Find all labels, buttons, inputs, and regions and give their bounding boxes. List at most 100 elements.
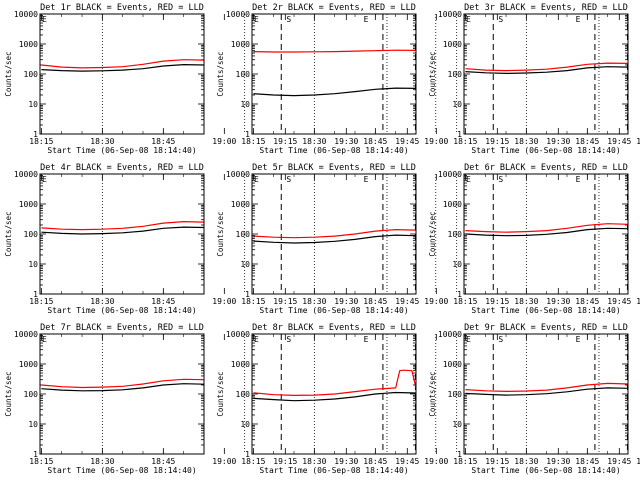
x-tick-label: 18:30	[302, 297, 326, 306]
annotation-label: E	[576, 335, 581, 344]
annotation-label: E	[42, 335, 47, 344]
annotation-label: E	[364, 335, 369, 344]
chart-panel-3: Det 3r BLACK = Events, RED = LLD11010010…	[428, 3, 640, 155]
annotation-label: E	[364, 15, 369, 24]
y-tick-label: 1000	[443, 40, 462, 49]
chart-title: Det 1r BLACK = Events, RED = LLD	[40, 3, 204, 13]
y-axis-label: Counts/sec	[4, 371, 13, 416]
y-axis-label: Counts/sec	[4, 51, 13, 96]
x-tick-label: 18:30	[90, 297, 114, 306]
x-tick-label: 18:45	[151, 457, 175, 466]
x-tick-label: 19:30	[546, 457, 570, 466]
y-tick-label: 1000	[231, 200, 250, 209]
annotation-label: S	[286, 175, 291, 184]
x-tick-label: 19:30	[334, 297, 358, 306]
series-group	[465, 334, 640, 395]
x-tick-label: 19:30	[334, 137, 358, 146]
x-tick-label: 19:00	[424, 457, 448, 466]
x-tick-label: 19:00	[212, 457, 236, 466]
annotation-label: S	[498, 15, 503, 24]
chart-title: Det 5r BLACK = Events, RED = LLD	[252, 163, 416, 173]
x-tick-label: 18:30	[302, 457, 326, 466]
x-tick-label: 19:15	[273, 297, 297, 306]
x-tick-label: 19:45	[607, 137, 631, 146]
y-tick-label: 10000	[226, 10, 250, 19]
x-tick-label: 18:45	[575, 137, 599, 146]
lld-series-line	[506, 334, 640, 383]
x-tick-label: 18:45	[363, 457, 387, 466]
x-axis-label: Start Time (06-Sep-08 18:14:40)	[471, 146, 620, 155]
x-tick-label: 19:45	[607, 457, 631, 466]
chart-title: Det 2r BLACK = Events, RED = LLD	[252, 3, 416, 13]
annotation-label: E	[254, 175, 259, 184]
y-tick-label: 1000	[443, 200, 462, 209]
y-axis-label: Counts/sec	[4, 211, 13, 256]
y-tick-label: 10	[28, 420, 38, 429]
y-axis-label: Counts/sec	[428, 371, 437, 416]
lld-series-line	[465, 174, 640, 232]
x-tick-label: 18:30	[90, 137, 114, 146]
x-tick-label: 18:45	[151, 137, 175, 146]
chart-title: Det 9r BLACK = Events, RED = LLD	[464, 323, 628, 333]
plot-frame	[252, 174, 416, 294]
series-group	[253, 334, 640, 433]
x-tick-label: 18:15	[29, 297, 53, 306]
x-tick-label: 19:15	[485, 137, 509, 146]
x-tick-label: 19:15	[273, 457, 297, 466]
y-tick-label: 100	[236, 70, 251, 79]
x-axis-label: Start Time (06-Sep-08 18:14:40)	[471, 466, 620, 475]
y-tick-label: 10	[240, 100, 250, 109]
y-tick-label: 100	[448, 230, 463, 239]
y-tick-label: 100	[236, 230, 251, 239]
annotation-label: S	[286, 335, 291, 344]
x-tick-label: 18:30	[514, 137, 538, 146]
chart-panel-6: Det 6r BLACK = Events, RED = LLD11010010…	[428, 163, 640, 315]
y-tick-label: 10	[452, 100, 462, 109]
annotation-label: S	[286, 15, 291, 24]
y-tick-label: 10000	[14, 10, 38, 19]
lld-series-line	[506, 14, 640, 52]
annotation-label: E	[466, 15, 471, 24]
annotation-label: E	[466, 175, 471, 184]
plot-frame	[252, 14, 416, 134]
y-axis-label: Counts/sec	[428, 211, 437, 256]
x-tick-label: 19:00	[212, 137, 236, 146]
y-axis-label: Counts/sec	[428, 51, 437, 96]
lld-series-line	[506, 174, 640, 226]
chart-title: Det 3r BLACK = Events, RED = LLD	[464, 3, 628, 13]
y-tick-label: 100	[448, 70, 463, 79]
plot-frame	[40, 14, 204, 134]
x-axis-label: Start Time (06-Sep-08 18:14:40)	[259, 146, 408, 155]
y-tick-label: 10000	[14, 170, 38, 179]
chart-title: Det 8r BLACK = Events, RED = LLD	[252, 323, 416, 333]
x-tick-label: 18:15	[29, 457, 53, 466]
x-tick-label: 19:15	[485, 457, 509, 466]
x-tick-label: 18:30	[90, 457, 114, 466]
plot-frame	[40, 334, 204, 454]
x-tick-label: 19:30	[546, 297, 570, 306]
annotation-label: E	[254, 335, 259, 344]
plot-frame	[464, 14, 628, 134]
y-tick-label: 100	[24, 230, 39, 239]
x-tick-label: 18:30	[302, 137, 326, 146]
y-tick-label: 10	[240, 420, 250, 429]
series-group	[253, 174, 640, 273]
x-tick-label: 19:00	[636, 457, 640, 466]
x-tick-label: 19:45	[395, 457, 419, 466]
x-tick-label: 19:00	[636, 297, 640, 306]
x-tick-label: 18:15	[241, 297, 265, 306]
annotation-label: E	[42, 175, 47, 184]
series-group	[465, 14, 640, 73]
annotation-label: E	[466, 335, 471, 344]
x-tick-label: 19:30	[546, 137, 570, 146]
series-group	[465, 174, 640, 236]
events-series-line	[611, 86, 640, 120]
x-axis-label: Start Time (06-Sep-08 18:14:40)	[259, 306, 408, 315]
x-tick-label: 18:15	[453, 137, 477, 146]
y-tick-label: 10000	[438, 170, 462, 179]
x-tick-label: 19:00	[212, 297, 236, 306]
chart-title: Det 4r BLACK = Events, RED = LLD	[40, 163, 204, 173]
y-tick-label: 10	[28, 260, 38, 269]
